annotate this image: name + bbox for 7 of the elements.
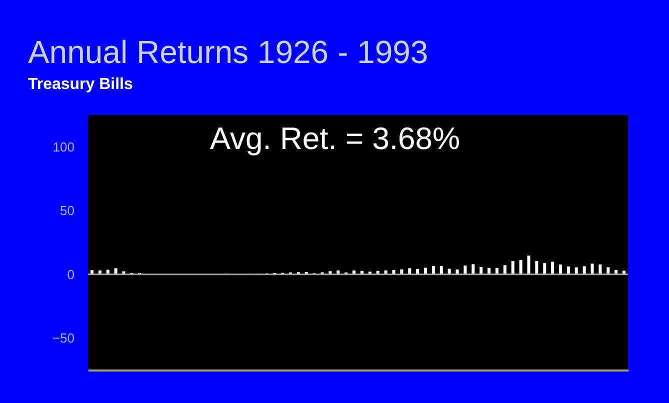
y-tick-label: 50 xyxy=(60,203,74,218)
y-tick-label: 100 xyxy=(52,139,74,154)
annotation: Avg. Ret. = 3.68% xyxy=(210,121,460,156)
chart-title: Annual Returns 1926 - 1993 xyxy=(28,34,428,70)
y-tick-label: −50 xyxy=(52,330,74,346)
chart-subtitle: Treasury Bills xyxy=(28,76,133,93)
y-tick-label: 0 xyxy=(67,266,74,282)
